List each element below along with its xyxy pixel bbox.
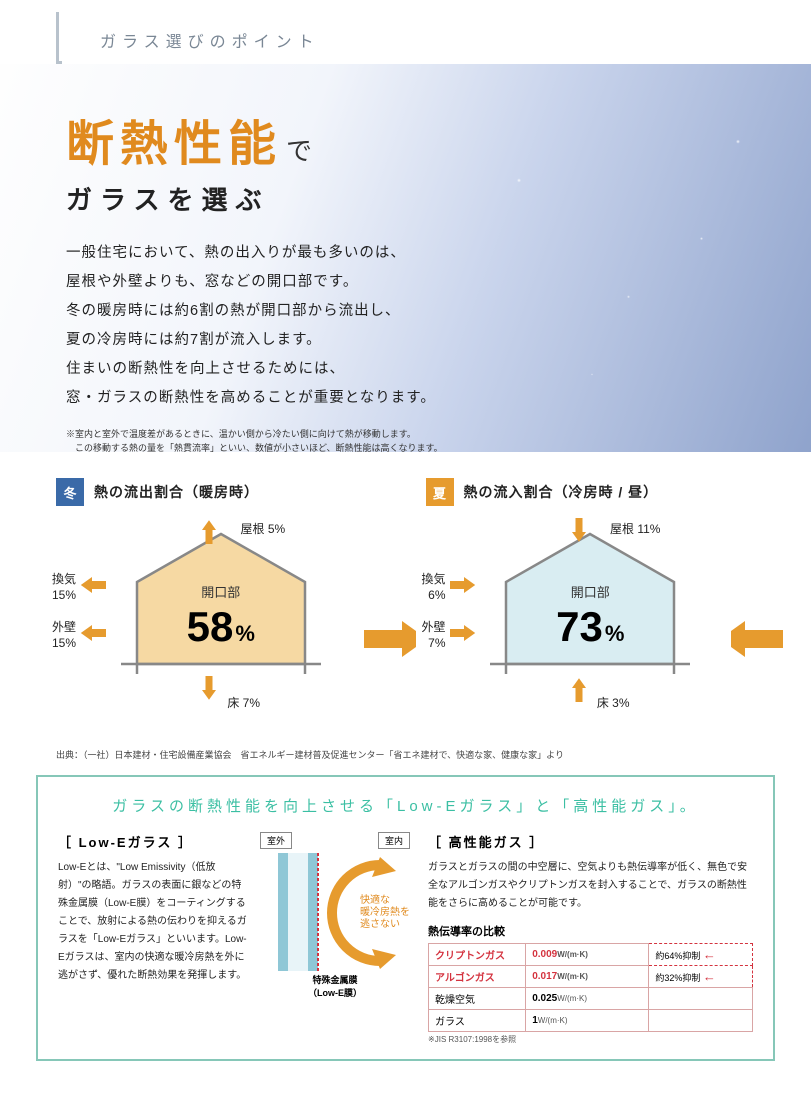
cond-val: 1W/(m·K) xyxy=(526,1010,649,1032)
winter-title: 熱の流出割合（暖房時） xyxy=(94,482,259,502)
hero-line: 窓・ガラスの断熱性を高めることが重要となります。 xyxy=(66,384,755,413)
center-unit: % xyxy=(235,621,255,647)
arrow-floor xyxy=(194,674,224,709)
vent-label: 換気6% xyxy=(422,572,446,603)
center-unit: % xyxy=(605,621,625,647)
cond-note xyxy=(649,988,753,1010)
lowE-svg: 快適な暖冷房熱を逃さない xyxy=(260,853,410,971)
diagrams-row: 冬 熱の流出割合（暖房時） 開口部 58% 屋根 5% 換気15% 外壁15% … xyxy=(0,452,811,742)
winter-house: 開口部 58% 屋根 5% 換気15% 外壁15% 床 7% xyxy=(56,524,386,742)
floor-label: 床 7% xyxy=(227,696,260,712)
center-name: 開口部 xyxy=(187,582,255,601)
page-header: ガラス選びのポイント xyxy=(0,0,811,64)
lowE-head: ［ Low-Eガラス ］ xyxy=(58,832,248,851)
diagram-winter: 冬 熱の流出割合（暖房時） 開口部 58% 屋根 5% 換気15% 外壁15% … xyxy=(56,478,386,742)
arrow-wall xyxy=(448,618,478,653)
summer-tag: 夏 xyxy=(426,478,454,506)
arrow-roof xyxy=(564,516,594,551)
cond-val: 0.017W/(m·K) xyxy=(526,966,649,988)
header-text: ガラス選びのポイント xyxy=(100,28,811,52)
cond-table: クリプトンガス 0.009W/(m·K) 約64%抑制 ← アルゴンガス 0.01… xyxy=(428,943,753,1032)
glass-label-inside: 室内 xyxy=(378,832,410,849)
title-sub: で xyxy=(286,131,312,168)
hero-line: 夏の冷房時には約7割が流入します。 xyxy=(66,326,755,355)
cond-name: 乾燥空気 xyxy=(429,988,526,1010)
hero-line: 屋根や外壁よりも、窓などの開口部です。 xyxy=(66,268,755,297)
hero-footnote: ※室内と室外で温度差があるときに、温かい側から冷たい側に向けて熱が移動します。 … xyxy=(66,427,755,456)
arrow-main xyxy=(362,612,416,671)
summer-title: 熱の流入割合（冷房時 / 昼） xyxy=(464,482,659,502)
lowE-metal-label: 特殊金属膜（Low-E膜） xyxy=(260,973,410,999)
gas-column: ［ 高性能ガス ］ ガラスとガラスの間の中空層に、空気よりも熱伝導率が低く、無色… xyxy=(428,832,753,1045)
lowE-column: ［ Low-Eガラス ］ Low-Eとは、"Low Emissivity（低放射… xyxy=(58,832,410,1045)
center-name: 開口部 xyxy=(556,582,624,601)
hero-body: 一般住宅において、熱の出入りが最も多いのは、屋根や外壁よりも、窓などの開口部です… xyxy=(66,239,755,413)
cond-name: アルゴンガス xyxy=(429,966,526,988)
cond-name: クリプトンガス xyxy=(429,944,526,966)
summer-house: 開口部 73% 屋根 11% 換気6% 外壁7% 床 3% xyxy=(426,524,756,742)
arrow-vent xyxy=(448,570,478,605)
cond-tiny: ※JIS R3107:1998を参照 xyxy=(428,1034,753,1045)
winter-tag: 冬 xyxy=(56,478,84,506)
arrow-floor xyxy=(564,674,594,709)
diagram-summer: 夏 熱の流入割合（冷房時 / 昼） 開口部 73% 屋根 11% 換気6% 外壁… xyxy=(426,478,756,742)
cond-table-title: 熱伝導率の比較 xyxy=(428,923,753,939)
header-accent-bar xyxy=(56,12,62,64)
subtitle: ガラスを選ぶ xyxy=(66,180,755,217)
vent-label: 換気15% xyxy=(52,572,76,603)
lowE-text: Low-Eとは、"Low Emissivity（低放射）"の略語。ガラスの表面に… xyxy=(58,859,248,985)
title-main: 断熱性能 xyxy=(66,104,282,174)
wall-label: 外壁7% xyxy=(422,620,446,651)
cond-val: 0.025W/(m·K) xyxy=(526,988,649,1010)
arrow-wall xyxy=(78,618,108,653)
hero-line: 住まいの断熱性を向上させるためには、 xyxy=(66,355,755,384)
lowE-inside-text: 快適な暖冷房熱を逃さない xyxy=(360,893,410,930)
roof-label: 屋根 11% xyxy=(610,522,660,538)
info-box: ガラスの断熱性能を向上させる「Low-Eガラス」と「高性能ガス」。 ［ Low-… xyxy=(36,775,775,1061)
cond-val: 0.009W/(m·K) xyxy=(526,944,649,966)
cond-note xyxy=(649,1010,753,1032)
wall-label: 外壁15% xyxy=(52,620,76,651)
title-row: 断熱性能 で xyxy=(66,104,755,174)
lowE-glass-diagram: 室外 室内 快適な暖冷房熱を逃さない 特殊金属膜（Low-E膜） xyxy=(260,832,410,1045)
info-box-title: ガラスの断熱性能を向上させる「Low-Eガラス」と「高性能ガス」。 xyxy=(58,795,753,816)
cond-note: 約32%抑制 ← xyxy=(649,966,753,988)
arrow-roof xyxy=(194,516,224,551)
source-note: 出典：（一社）日本建材・住宅設備産業協会 省エネルギー建材普及促進センター「省エ… xyxy=(0,742,811,761)
arrow-vent xyxy=(78,570,108,605)
glass-label-outside: 室外 xyxy=(260,832,292,849)
center-value: 73 xyxy=(556,603,603,651)
floor-label: 床 3% xyxy=(597,696,630,712)
arrow-main xyxy=(731,612,785,671)
hero-line: 一般住宅において、熱の出入りが最も多いのは、 xyxy=(66,239,755,268)
cond-name: ガラス xyxy=(429,1010,526,1032)
hero-section: 断熱性能 で ガラスを選ぶ 一般住宅において、熱の出入りが最も多いのは、屋根や外… xyxy=(0,64,811,452)
hero-line: 冬の暖房時には約6割の熱が開口部から流出し、 xyxy=(66,297,755,326)
roof-label: 屋根 5% xyxy=(241,522,286,538)
gas-head: ［ 高性能ガス ］ xyxy=(428,832,753,851)
cond-note: 約64%抑制 ← xyxy=(649,944,753,966)
gas-text: ガラスとガラスの間の中空層に、空気よりも熱伝導率が低く、無色で安全なアルゴンガス… xyxy=(428,859,753,913)
center-value: 58 xyxy=(187,603,234,651)
